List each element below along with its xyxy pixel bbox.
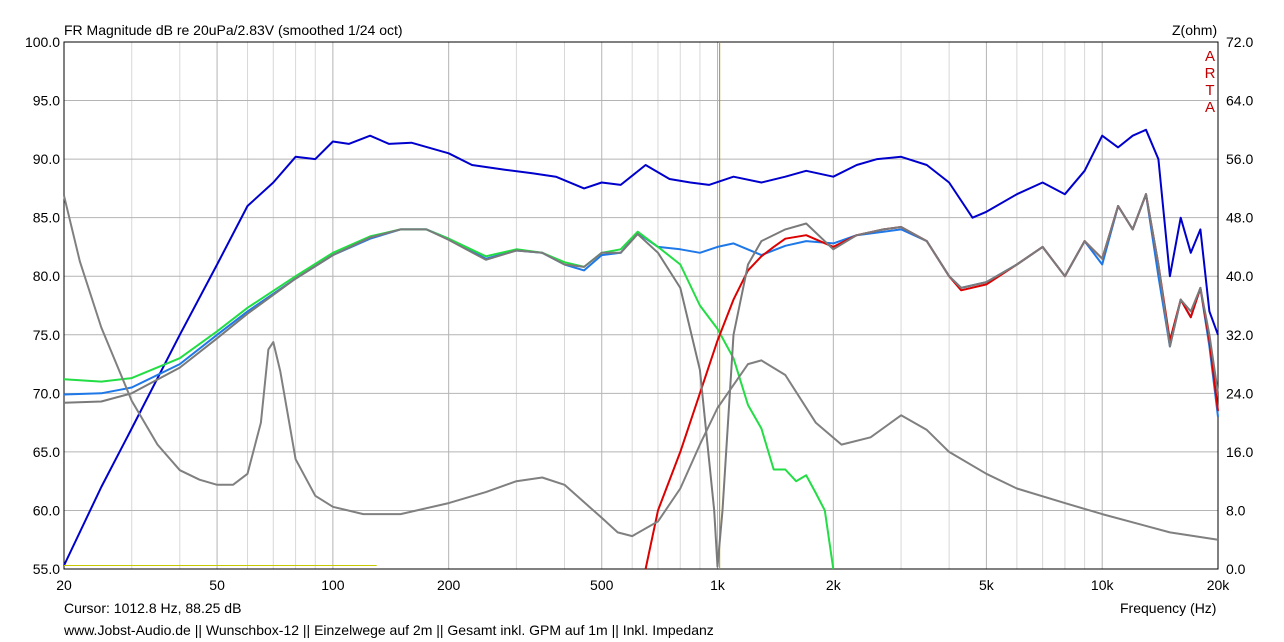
x-axis-label: Frequency (Hz) [1120, 600, 1217, 616]
footer-text: www.Jobst-Audio.de || Wunschbox-12 || Ei… [64, 622, 714, 638]
y2-tick-label: 24.0 [1226, 385, 1253, 401]
series-line-4 [63, 193, 1219, 568]
y-tick-label: 60.0 [33, 502, 60, 518]
grid [64, 42, 1218, 569]
plot-frame [63, 41, 1219, 570]
y2-tick-label: 40.0 [1226, 268, 1253, 284]
y-tick-label: 100.0 [25, 34, 60, 50]
y2-tick-label: 72.0 [1226, 34, 1253, 50]
x-tick-label: 20 [56, 577, 72, 593]
watermark-letter: T [1205, 82, 1215, 99]
watermark-letter: A [1204, 48, 1215, 65]
x-tick-label: 200 [437, 577, 461, 593]
y-tick-label: 70.0 [33, 385, 60, 401]
x-tick-label: 10k [1091, 577, 1115, 593]
y2-tick-label: 32.0 [1226, 327, 1253, 343]
watermark-letter: A [1204, 99, 1215, 116]
watermark-letter: R [1204, 65, 1216, 82]
y-tick-label: 75.0 [33, 327, 60, 343]
chart-title: FR Magnitude dB re 20uPa/2.83V (smoothed… [64, 22, 403, 38]
y2-axis-ticks: 0.0 8.0 16.0 24.0 32.0 40.0 48.0 56.0 64.0 72.0 [1226, 34, 1253, 577]
y-tick-label: 95.0 [33, 93, 60, 109]
series-layer [63, 128, 1219, 570]
y2-tick-label: 8.0 [1226, 502, 1246, 518]
y2-tick-label: 64.0 [1226, 93, 1253, 109]
right-axis-title: Z(ohm) [1172, 22, 1218, 38]
x-tick-label: 1k [710, 577, 726, 593]
x-axis-ticks: 20 50 100 200 500 1k 2k 5k 10k 20k [56, 577, 1230, 593]
y2-tick-label: 0.0 [1226, 561, 1246, 577]
x-tick-label: 100 [321, 577, 345, 593]
series-line-0 [63, 128, 1219, 566]
y-tick-label: 80.0 [33, 268, 60, 284]
y2-tick-label: 56.0 [1226, 151, 1253, 167]
y2-tick-label: 16.0 [1226, 444, 1253, 460]
y-tick-label: 85.0 [33, 210, 60, 226]
x-tick-label: 2k [826, 577, 842, 593]
y2-tick-label: 48.0 [1226, 210, 1253, 226]
arta-watermark: A R T A [1203, 48, 1217, 116]
y-tick-label: 65.0 [33, 444, 60, 460]
y-axis-ticks: 55.0 60.0 65.0 70.0 75.0 80.0 85.0 90.0 95.0 100.… [25, 34, 60, 577]
x-tick-label: 20k [1207, 577, 1231, 593]
cursor-readout: Cursor: 1012.8 Hz, 88.25 dB [64, 600, 242, 616]
y-tick-label: 55.0 [33, 561, 60, 577]
x-tick-label: 50 [209, 577, 225, 593]
y-tick-label: 90.0 [33, 151, 60, 167]
x-tick-label: 5k [979, 577, 995, 593]
x-tick-label: 500 [590, 577, 614, 593]
series-line-5 [63, 195, 1219, 541]
